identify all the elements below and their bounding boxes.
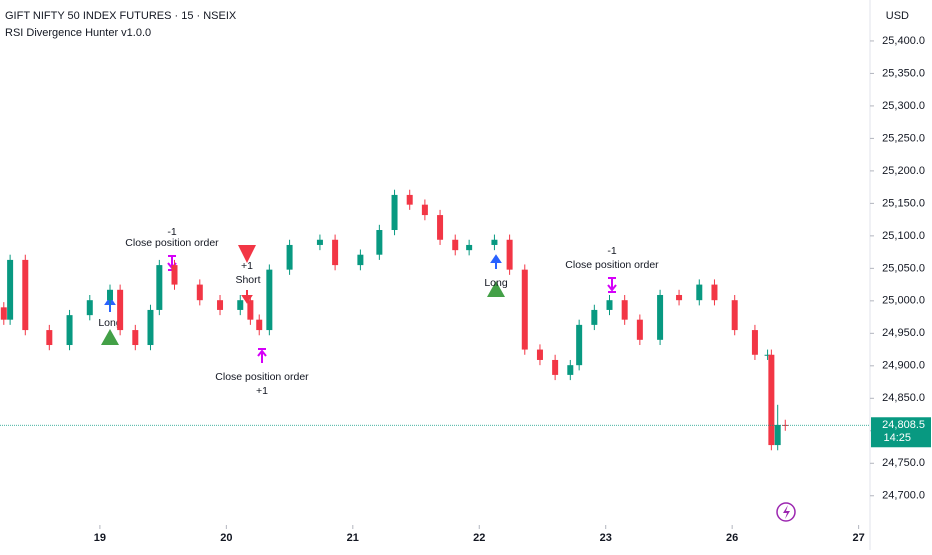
y-tick-label: 25,150.0: [882, 197, 925, 209]
y-tick-label: 24,700.0: [882, 490, 925, 502]
y-tick-label: 24,850.0: [882, 392, 925, 404]
candle-body: [376, 230, 383, 255]
candle-body: [606, 300, 613, 310]
candle-body: [552, 359, 559, 375]
candle-body: [7, 259, 14, 320]
exit-arrow: [607, 277, 617, 293]
candle-body: [46, 330, 53, 346]
annotation: Long: [98, 317, 122, 329]
indicator-name: RSI Divergence Hunter v1.0.0: [5, 27, 151, 39]
exit-arrow: [257, 348, 267, 363]
candle-body: [621, 300, 628, 320]
annotation: Close position order: [565, 259, 659, 271]
candle-body: [491, 239, 498, 245]
y-tick-label: 24,950.0: [882, 327, 925, 339]
y-tick-label: 25,250.0: [882, 132, 925, 144]
candle-body: [247, 300, 254, 320]
candle-body: [332, 239, 339, 266]
candle-body: [357, 254, 364, 266]
countdown: 14:25: [883, 432, 911, 444]
candle-body: [266, 269, 273, 331]
chart-title: GIFT NIFTY 50 INDEX FUTURES · 15 · NSEIX: [5, 10, 237, 22]
candle-body: [536, 349, 543, 360]
candle-body: [782, 424, 789, 426]
annotation: -1: [607, 245, 616, 257]
candle-body: [0, 307, 7, 320]
y-tick-label: 25,300.0: [882, 100, 925, 112]
x-tick-label: 22: [473, 532, 485, 544]
candle-body: [731, 300, 738, 331]
currency: USD: [886, 10, 909, 22]
annotation: Long: [484, 277, 508, 289]
candle-body: [107, 289, 114, 301]
y-tick-label: 25,000.0: [882, 295, 925, 307]
candle-body: [751, 330, 758, 355]
y-tick-label: 25,350.0: [882, 67, 925, 79]
annotations: -1 Close position order Long +1 Short Cl…: [98, 226, 659, 397]
long-signal: [487, 281, 505, 297]
x-tick-label: 23: [600, 532, 612, 544]
annotation: -1: [167, 226, 176, 238]
last-price-badge: [871, 417, 931, 448]
y-tick-label: 24,900.0: [882, 360, 925, 372]
candle-body: [147, 309, 154, 346]
x-tick-label: 26: [726, 532, 738, 544]
y-tick-label: 25,100.0: [882, 230, 925, 242]
candle-body: [256, 319, 263, 331]
candle-body: [156, 265, 163, 310]
candle-body: [506, 239, 513, 270]
lightning-icon: [776, 502, 796, 522]
candle-body: [237, 300, 244, 310]
candle-body: [591, 309, 598, 325]
candle-body: [567, 365, 574, 375]
candle-body: [764, 354, 771, 356]
candle-body: [657, 294, 664, 340]
candle-body: [316, 239, 323, 245]
annotation: Close position order: [125, 237, 219, 249]
entry-arrow: [241, 290, 253, 304]
candle-body: [452, 239, 459, 251]
annotation: +1: [256, 385, 268, 397]
candle-body: [132, 330, 139, 346]
y-tick-label: 24,750.0: [882, 457, 925, 469]
candle-body: [636, 319, 643, 340]
candle-body: [286, 244, 293, 270]
candle-body: [696, 284, 703, 301]
candle-body: [421, 204, 428, 216]
candle-body: [217, 300, 224, 310]
candle-body: [391, 194, 398, 231]
candle-body: [406, 194, 413, 205]
annotation: Short: [235, 274, 260, 286]
candle-body: [676, 294, 683, 301]
candle-body: [86, 300, 93, 316]
annotation: +1: [241, 260, 253, 272]
candle-body: [437, 215, 444, 240]
y-tick-label: 25,050.0: [882, 262, 925, 274]
candle-body: [774, 424, 781, 446]
candle-body: [196, 284, 203, 301]
candle-body: [171, 265, 178, 285]
short-signal: [238, 245, 256, 263]
y-tick-label: 25,400.0: [882, 35, 925, 47]
x-tick-label: 20: [220, 532, 232, 544]
x-tick-label: 19: [94, 532, 106, 544]
entry-arrow: [490, 254, 502, 269]
candle-body: [22, 259, 29, 331]
candle-body: [711, 284, 718, 301]
last-price-label: 24,808.5: [882, 419, 925, 431]
x-tick-label: 21: [347, 532, 359, 544]
y-tick-label: 25,200.0: [882, 165, 925, 177]
x-tick-label: 27: [852, 532, 864, 544]
long-signal: [101, 329, 119, 345]
candle-body: [466, 244, 473, 251]
candle-body: [66, 315, 73, 346]
candle-body: [576, 324, 583, 366]
candle-body: [521, 269, 528, 350]
annotation: Close position order: [215, 371, 309, 383]
candle-body: [768, 354, 775, 446]
exit-arrow: [167, 255, 177, 271]
candle-body: [117, 289, 124, 331]
